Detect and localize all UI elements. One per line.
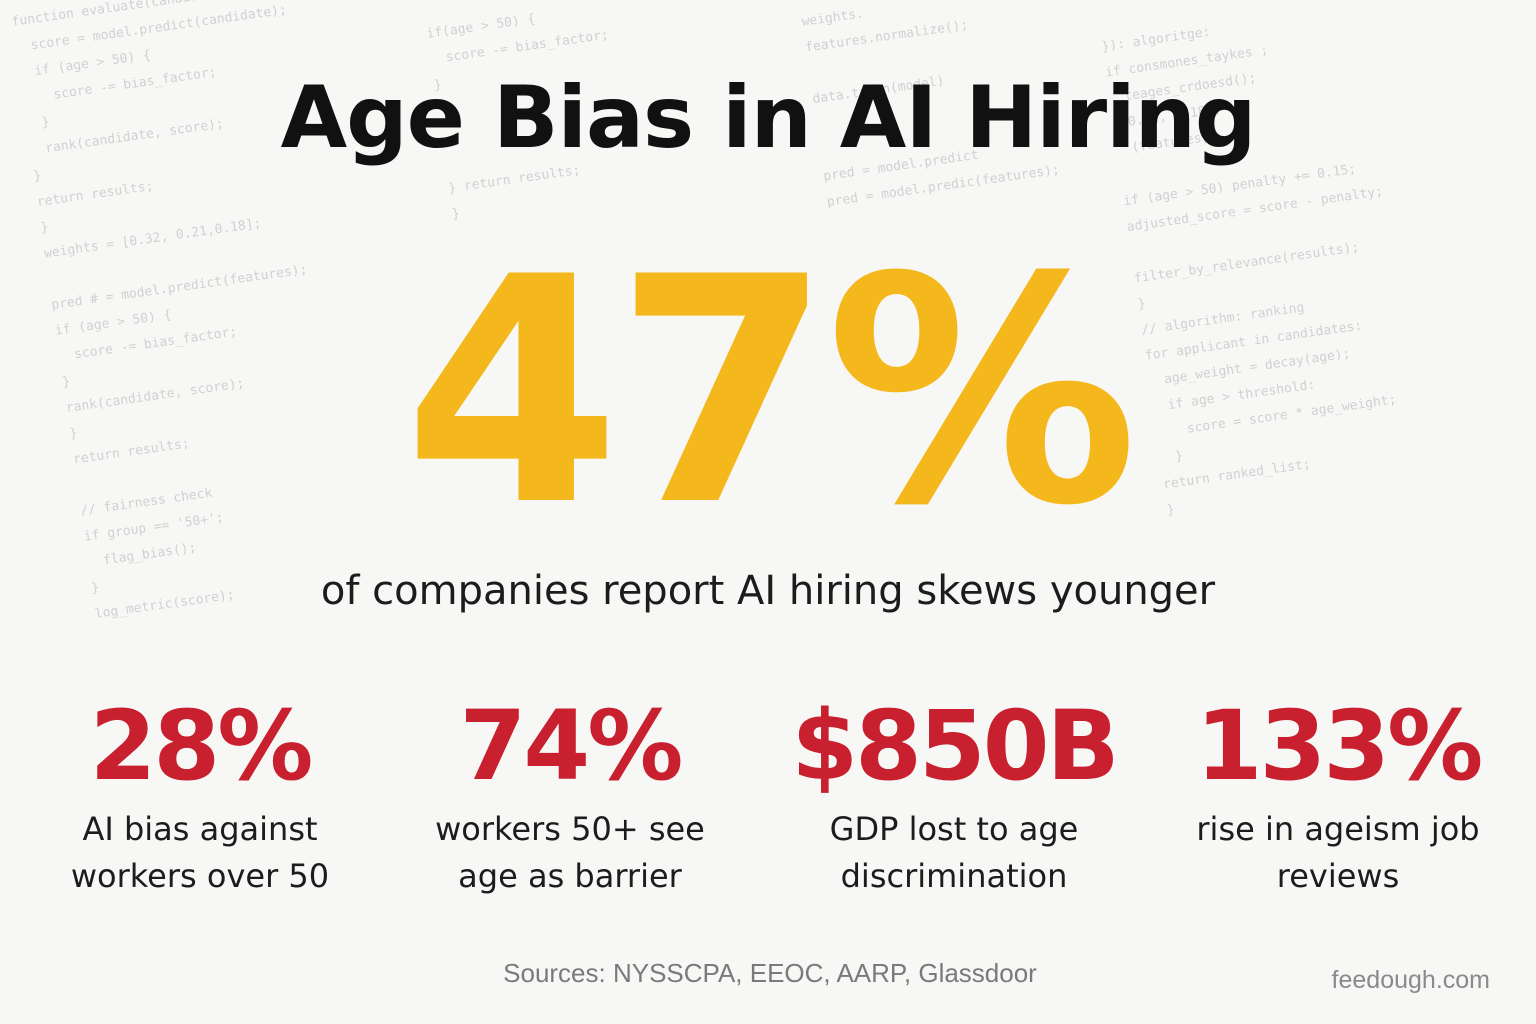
stat-label: AI bias against workers over 50 xyxy=(70,810,330,895)
code-line: function evaluate(candidate, predict(can… xyxy=(10,0,386,36)
stat-value: 74% xyxy=(459,690,684,802)
stat-value: 133% xyxy=(1195,690,1484,802)
stat-label: workers 50+ see age as barrier xyxy=(435,810,705,895)
stat-card-gdp-lost: $850B GDP lost to age discrimination xyxy=(764,686,1144,900)
sources-footnote: Sources: NYSSCPA, EEOC, AARP, Glassdoor xyxy=(503,958,1037,988)
page-title: Age Bias in AI Hiring xyxy=(280,68,1257,168)
hero-stat-value: 47% xyxy=(403,210,1139,574)
stat-value: 28% xyxy=(89,690,314,802)
site-credit: feedough.com xyxy=(1331,966,1490,994)
code-line: }): algoritge: xyxy=(1100,23,1220,55)
stat-card-ai-bias: 28% AI bias against workers over 50 xyxy=(10,686,390,900)
stat-label: rise in ageism job reviews xyxy=(1196,810,1480,895)
code-line: score -= bias_factor; xyxy=(429,27,610,68)
code-line: weights. xyxy=(800,6,865,30)
stat-card-age-barrier: 74% workers 50+ see age as barrier xyxy=(380,686,760,900)
stat-value: $850B xyxy=(791,690,1119,802)
stat-label: GDP lost to age discrimination xyxy=(829,810,1079,895)
code-line: features.normalize(); xyxy=(804,17,970,56)
stat-card-ageism-reviews: 133% rise in ageism job reviews xyxy=(1148,686,1528,900)
code-line: score = model.predict(candidate); xyxy=(14,2,288,56)
hero-stat-caption: of companies report AI hiring skews youn… xyxy=(320,568,1216,614)
code-line: if(age > 50) { xyxy=(425,11,537,42)
